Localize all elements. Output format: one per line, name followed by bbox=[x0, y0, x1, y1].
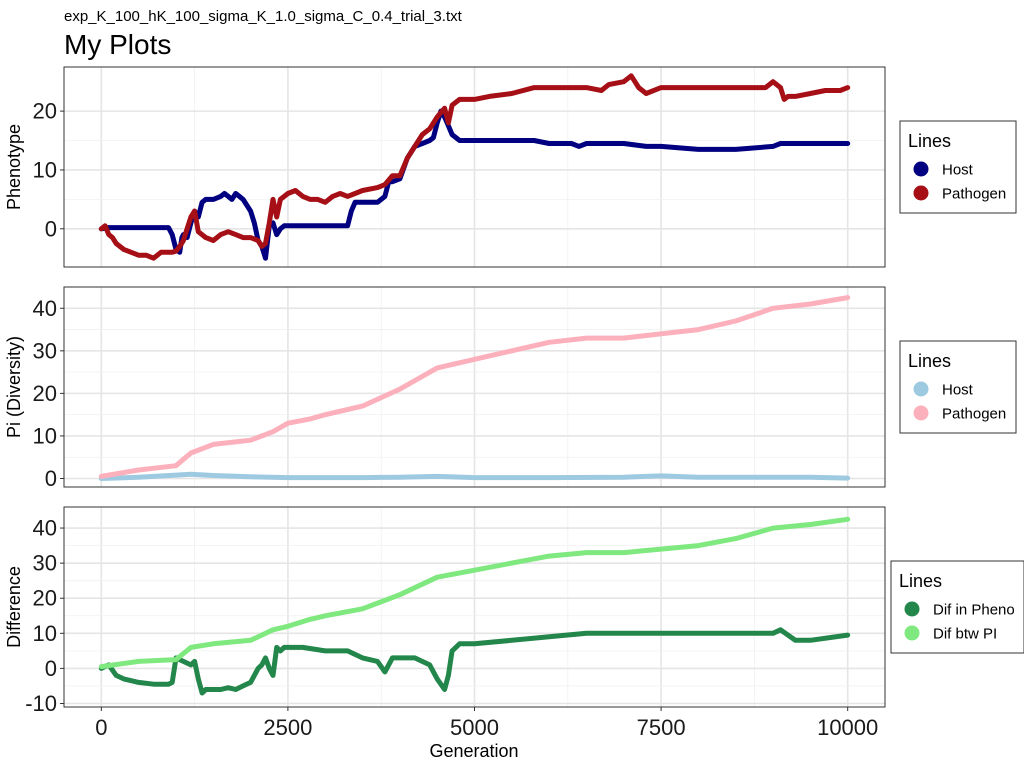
phenotype-panel-border bbox=[63, 66, 886, 268]
difference-y-tick-label: 10 bbox=[33, 621, 57, 646]
difference-y-tick-label: -10 bbox=[25, 691, 57, 716]
phenotype-legend-label-host: Host bbox=[942, 162, 974, 179]
diversity-y-tick-label: 20 bbox=[33, 381, 57, 406]
diversity-legend-key-host bbox=[913, 381, 929, 397]
phenotype-legend-key-pathogen bbox=[913, 185, 929, 201]
diversity-series-host-line bbox=[98, 471, 851, 481]
diversity-legend: Lines Host Pathogen bbox=[899, 340, 1017, 434]
difference-legend: Lines Dif in Pheno Dif btw PI bbox=[890, 560, 1024, 654]
difference-y-tick-label: 40 bbox=[33, 516, 57, 541]
difference-y-tick-label: 30 bbox=[33, 551, 57, 576]
figure-title: My Plots bbox=[64, 29, 171, 60]
diversity-panel-border bbox=[63, 286, 886, 488]
difference-y-tick-label: 0 bbox=[45, 656, 57, 681]
phenotype-y-tick-label: 20 bbox=[33, 99, 57, 124]
phenotype-legend-title: Lines bbox=[908, 131, 951, 151]
diversity-y-tick-label: 40 bbox=[33, 296, 57, 321]
diversity-y-tick-label: 10 bbox=[33, 423, 57, 448]
phenotype-legend-key-host bbox=[913, 161, 929, 177]
phenotype-y-tick-label: 10 bbox=[33, 157, 57, 182]
difference-legend-title: Lines bbox=[899, 571, 942, 591]
diversity-legend-label-host: Host bbox=[942, 382, 974, 399]
difference-y-tick-label: 20 bbox=[33, 586, 57, 611]
difference-legend-key-dif-in-pheno bbox=[904, 601, 920, 617]
phenotype-legend-label-pathogen: Pathogen bbox=[942, 186, 1006, 203]
diversity-legend-title: Lines bbox=[908, 351, 951, 371]
difference-series-dif-in-pheno-line bbox=[98, 627, 851, 696]
phenotype-y-axis-label: Phenotype bbox=[4, 124, 24, 210]
x-tick-label: 2500 bbox=[263, 715, 312, 740]
difference-y-axis-label: Difference bbox=[4, 566, 24, 648]
diversity-series-pathogen-line bbox=[98, 295, 851, 479]
figure-subtitle: exp_K_100_hK_100_sigma_K_1.0_sigma_C_0.4… bbox=[64, 8, 463, 25]
phenotype-series-pathogen-line bbox=[98, 73, 851, 261]
difference-legend-label-dif-in-pheno: Dif in Pheno bbox=[933, 602, 1015, 619]
difference-series-dif-btw-pi-line bbox=[98, 516, 851, 670]
phenotype-panel: 0 10 20 Phenotype Lines Host Pathogen bbox=[4, 66, 1017, 268]
diversity-legend-label-pathogen: Pathogen bbox=[942, 406, 1006, 423]
diversity-y-tick-label: 30 bbox=[33, 338, 57, 363]
diversity-y-axis-label: Pi (Diversity) bbox=[4, 336, 24, 438]
phenotype-legend: Lines Host Pathogen bbox=[899, 120, 1017, 214]
diversity-grid bbox=[64, 287, 885, 487]
x-tick-label: 10000 bbox=[817, 715, 878, 740]
phenotype-grid bbox=[64, 67, 885, 267]
diversity-panel: 0 10 20 30 40 Pi (Diversity) Lines Host Pathogen bbox=[4, 286, 1017, 491]
difference-panel: -10 0 10 20 30 40 Difference 0 2500 5000 7500 10000… bbox=[4, 506, 1024, 740]
x-axis-label: Generation bbox=[429, 741, 518, 761]
x-tick-label: 7500 bbox=[637, 715, 686, 740]
difference-legend-key-dif-btw-pi bbox=[904, 625, 920, 641]
phenotype-y-tick-label: 0 bbox=[45, 216, 57, 241]
diversity-legend-key-pathogen bbox=[913, 405, 929, 421]
x-tick-label: 5000 bbox=[450, 715, 499, 740]
difference-legend-label-dif-btw-pi: Dif btw PI bbox=[933, 626, 997, 643]
diversity-y-tick-label: 0 bbox=[45, 466, 57, 491]
x-tick-label: 0 bbox=[95, 715, 107, 740]
